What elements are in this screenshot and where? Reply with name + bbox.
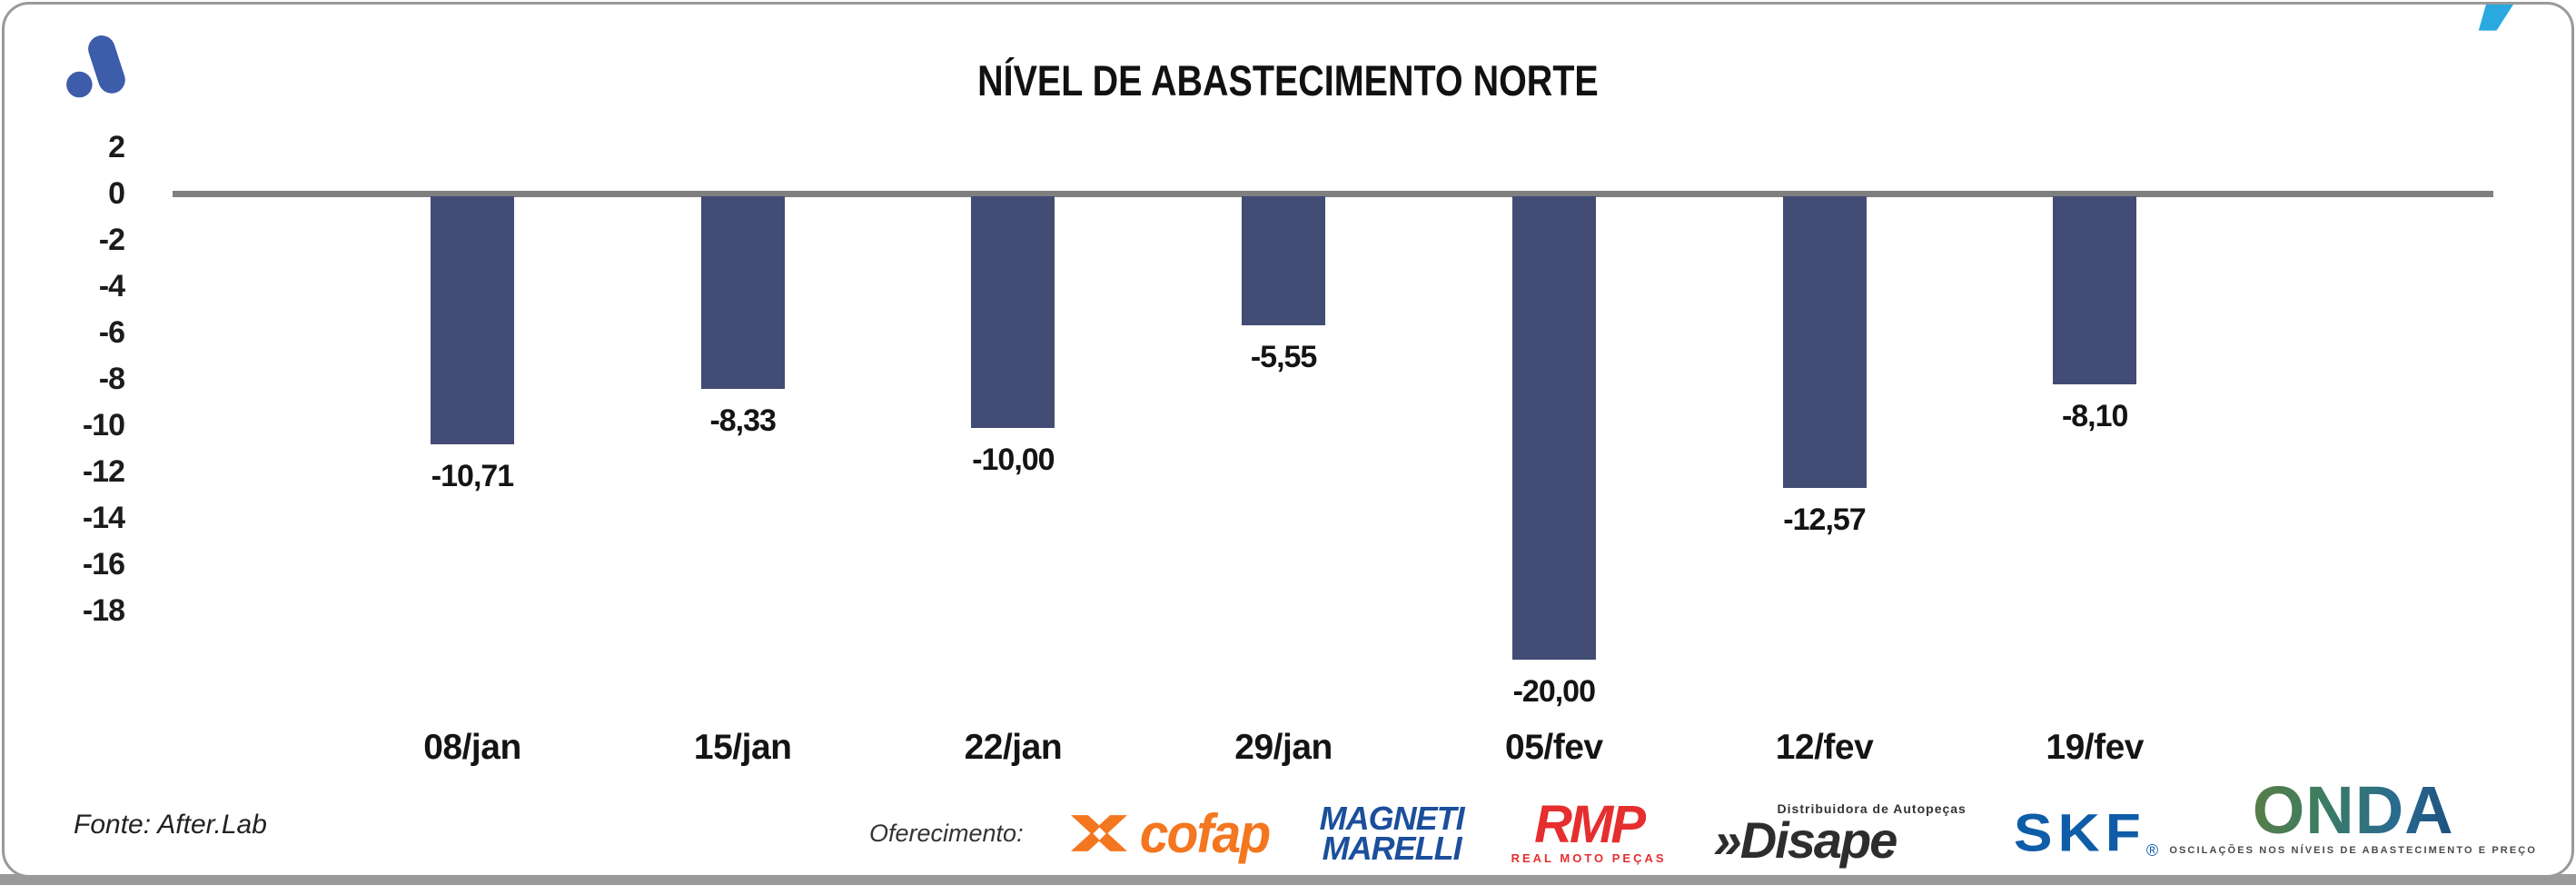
y-axis-tick-label: -8 [98, 362, 125, 396]
bar-chart: 2 0 -2 -4 -6 -8 -10 -12 -14 -16 -18 -10,71 08/jan -8,… [5, 5, 2571, 875]
bar [2053, 196, 2137, 384]
onda-tagline: OSCILAÇÕES NOS NÍVEIS DE ABASTECIMENTO E… [2169, 845, 2537, 857]
x-axis-category-label: 29/jan [1234, 728, 1333, 767]
afterlab-a-icon [66, 35, 125, 98]
y-axis-tick-label: -12 [82, 454, 125, 489]
y-axis-tick-label: 0 [108, 176, 125, 211]
rmp-logo: RMP REAL MOTO PEÇAS [1511, 795, 1667, 865]
y-axis-tick-label: -14 [82, 501, 125, 535]
bar [1782, 196, 1867, 488]
disape-chevrons-icon: » [1713, 811, 1742, 870]
magneti-marelli-line1: MAGNETI [1319, 799, 1465, 837]
bar-value-label: -20,00 [1512, 674, 1596, 709]
disape-tagline: Distribuidora de Autopeças [1777, 801, 1967, 817]
cofap-logo: cofap [1070, 802, 1273, 865]
y-axis-tick-label: -10 [82, 408, 125, 442]
bar [971, 196, 1055, 428]
y-axis-tick-label: -6 [98, 315, 125, 350]
bar-value-label: -10,00 [972, 442, 1055, 477]
onda-wordmark: ONDA [2252, 772, 2454, 848]
rmp-wordmark: RMP [1534, 795, 1646, 855]
bar-value-label: -12,57 [1783, 502, 1866, 537]
x-axis-category-label: 12/fev [1775, 728, 1874, 767]
onda-logo: ONDA OSCILAÇÕES NOS NÍVEIS DE ABASTECIME… [2169, 772, 2537, 857]
cofap-wordmark: cofap [1139, 802, 1270, 864]
source-note: Fonte: After.Lab [74, 810, 267, 840]
x-axis-category-label: 22/jan [964, 728, 1063, 767]
disape-name: Disape [1739, 811, 1898, 870]
disape-wordmark: »Disape [1714, 815, 1898, 866]
y-axis-tick-label: -2 [98, 223, 125, 257]
quote-mark-icon: ’ [2467, 2, 2533, 144]
disape-logo: Distribuidora de Autopeças »Disape [1714, 801, 1967, 866]
bar-value-label: -10,71 [431, 459, 514, 494]
x-axis-category-label: 08/jan [423, 728, 521, 767]
page-title: NÍVEL DE ABASTECIMENTO NORTE [977, 56, 1599, 104]
bar [700, 196, 785, 390]
zero-axis-line [173, 191, 2493, 197]
x-axis-category-label: 19/fev [2046, 728, 2144, 767]
y-axis-tick-label: -16 [82, 547, 125, 582]
bar-value-label: -8,33 [709, 403, 777, 439]
x-axis-category-label: 05/fev [1505, 728, 1603, 767]
x-axis-category-label: 15/jan [693, 728, 792, 767]
magneti-marelli-line2: MARELLI [1322, 830, 1462, 867]
y-axis-tick-label: -4 [98, 269, 125, 303]
cofap-x-icon [1070, 815, 1127, 851]
bar [1511, 196, 1596, 660]
rmp-tagline: REAL MOTO PEÇAS [1511, 850, 1667, 865]
bar [431, 196, 514, 445]
y-axis-tick-label: -18 [82, 593, 125, 628]
skf-logo: SKF ® [2013, 801, 2159, 862]
y-axis-tick-label: 2 [108, 130, 125, 164]
bar-value-label: -8,10 [2061, 398, 2129, 433]
skf-registered-icon: ® [2145, 840, 2159, 860]
bar [1242, 196, 1326, 325]
skf-wordmark: SKF [2013, 801, 2146, 862]
magneti-marelli-logo: MAGNETI MARELLI [1319, 799, 1465, 867]
sponsors-row: Oferecimento: cofap MAGNETI MARELLI RMP … [869, 788, 2159, 875]
sponsor-label: Oferecimento: [869, 819, 1024, 847]
bar-value-label: -5,55 [1250, 339, 1318, 374]
